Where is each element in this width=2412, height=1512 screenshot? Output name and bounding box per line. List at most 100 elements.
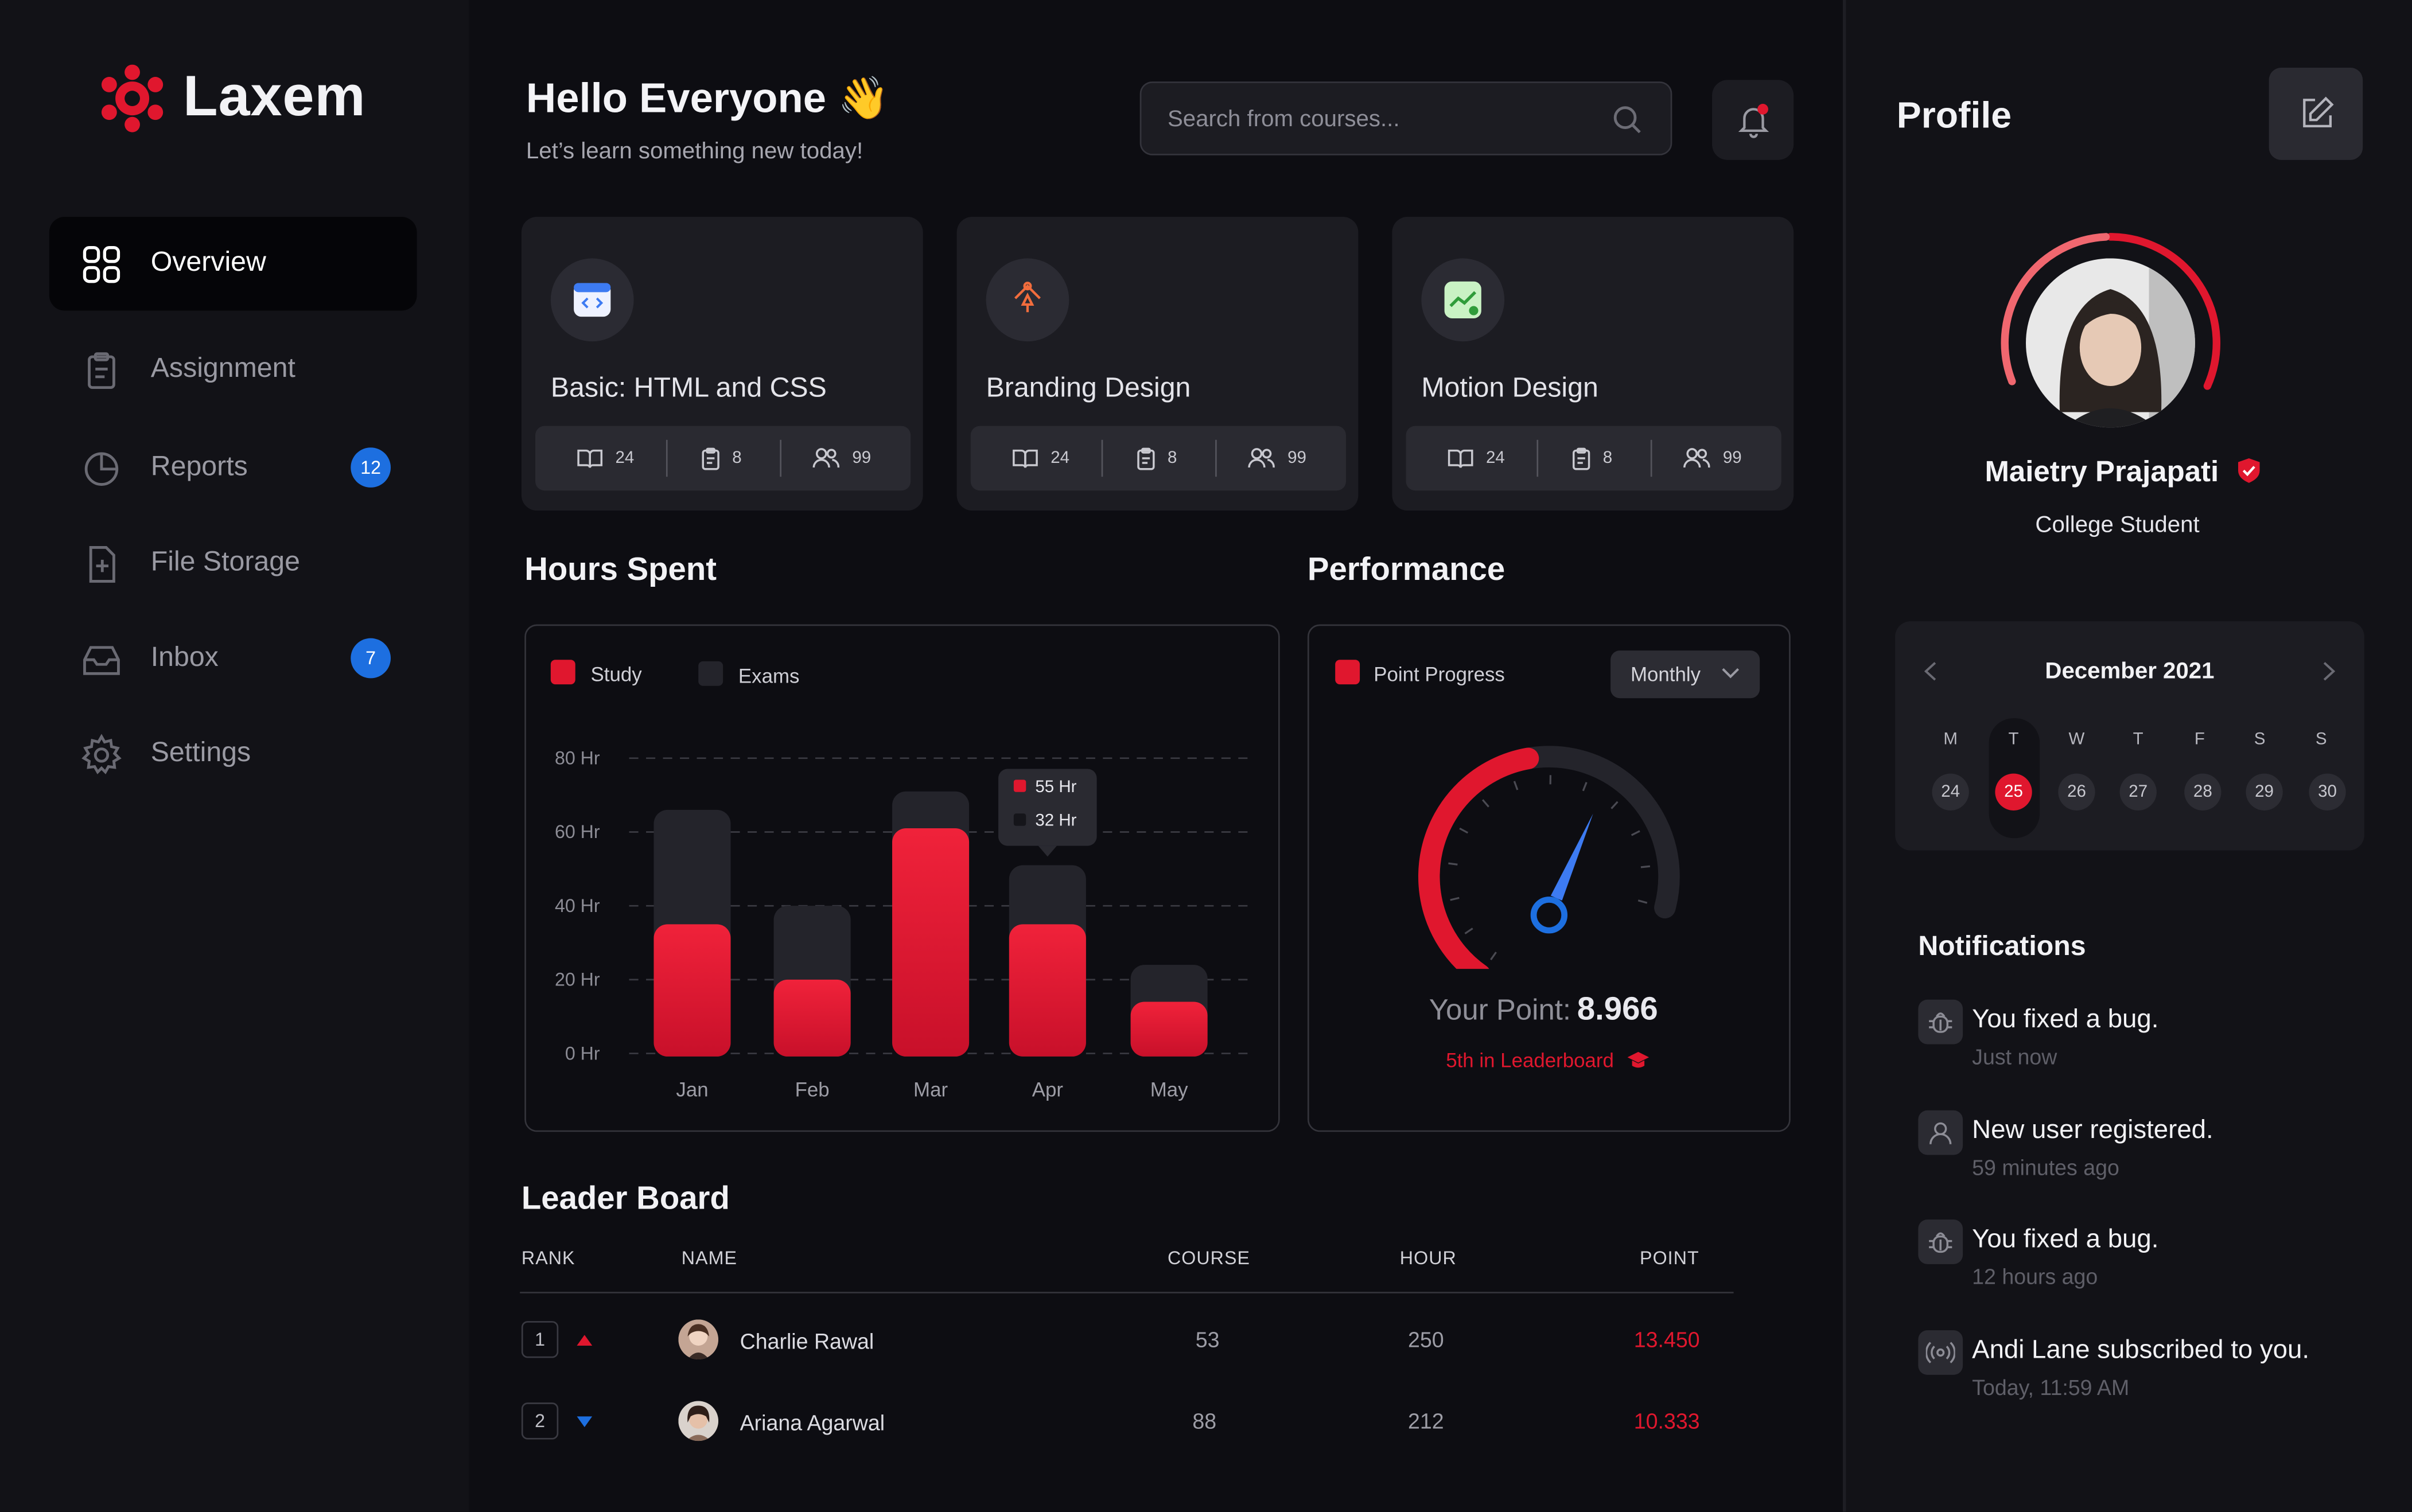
table-row[interactable]: 1 Charlie Rawal 53 250 13.450: [520, 1319, 1735, 1362]
assignments-count: 8: [1602, 449, 1613, 468]
notification-item[interactable]: You fixed a bug. 12 hours ago: [1918, 1219, 2364, 1296]
sidebar-item-inbox[interactable]: Inbox 7: [49, 612, 417, 706]
chevron-left-icon[interactable]: [1924, 661, 1936, 681]
lessons-stat: 24: [577, 445, 634, 472]
sidebar-item-assignment[interactable]: Assignment: [49, 323, 417, 417]
course-card-branding[interactable]: Branding Design 24 8 99: [956, 217, 1359, 511]
avatar: [678, 1319, 719, 1360]
avatar: [678, 1401, 719, 1441]
edit-profile-button[interactable]: [2269, 67, 2363, 160]
sidebar-item-settings[interactable]: Settings: [49, 707, 417, 801]
trend-down-icon: [577, 1416, 593, 1428]
calendar-date[interactable]: 26: [2058, 773, 2095, 810]
course-card-html-css[interactable]: Basic: HTML and CSS 24 8 99: [521, 217, 923, 511]
performance-card: Point Progress Monthly: [1307, 624, 1791, 1132]
notification-item[interactable]: New user registered. 59 minutes ago: [1918, 1110, 2364, 1187]
point-value: 13.450: [1633, 1327, 1700, 1352]
notification-item[interactable]: You fixed a bug. Just now: [1918, 999, 2364, 1077]
sidebar-item-reports[interactable]: Reports 12: [49, 422, 417, 516]
gauge-tick: [1637, 899, 1648, 904]
notif-text: You fixed a bug.: [1972, 1224, 2159, 1254]
page-subtitle: Let’s learn something new today!: [526, 138, 863, 165]
course-title: Branding Design: [986, 372, 1191, 403]
search-input[interactable]: Search from courses...: [1139, 81, 1672, 155]
file-plus-icon: [89, 546, 115, 583]
study-legend-label: Study: [590, 663, 642, 686]
notif-text: New user registered.: [1972, 1114, 2213, 1144]
sidebar-item-overview[interactable]: Overview: [49, 217, 417, 311]
calendar-date[interactable]: 28: [2184, 773, 2222, 810]
pie-chart-icon: [84, 452, 119, 486]
gauge-tick: [1464, 928, 1473, 934]
weekday-label: F: [2194, 730, 2205, 749]
gauge-tick: [1582, 782, 1588, 792]
tooltip-study-value: 55 Hr: [1035, 777, 1076, 796]
students-stat: 99: [1683, 445, 1742, 472]
x-tick-label: Jan: [676, 1079, 708, 1101]
gauge-tick: [1448, 862, 1458, 866]
course-count: 53: [1195, 1327, 1220, 1352]
clipboard-icon: [1137, 447, 1155, 470]
hours-spent-title: Hours Spent: [524, 552, 717, 588]
course-stats: 24 8 99: [970, 426, 1346, 491]
bug-icon: [1929, 1012, 1952, 1033]
calendar-date[interactable]: 29: [2246, 773, 2283, 810]
study-bar: [892, 828, 970, 1057]
calendar-date[interactable]: 30: [2309, 773, 2346, 810]
profile-avatar[interactable]: [1995, 228, 2226, 458]
edit-icon: [2303, 96, 2334, 127]
assignments-stat: 8: [1137, 445, 1177, 472]
gauge-tick: [1513, 781, 1519, 790]
point-legend-label: Point Progress: [1374, 663, 1505, 686]
player-name: Ariana Agarwal: [740, 1410, 885, 1435]
gauge-fill: [1418, 747, 1539, 969]
clipboard-icon: [1573, 447, 1590, 470]
assignments-stat: 8: [702, 445, 742, 472]
user-role: College Student: [2035, 512, 2200, 539]
notification-button[interactable]: [1712, 80, 1794, 160]
inbox-badge: 7: [351, 638, 391, 679]
hours-chart-card: Study Exams: [524, 624, 1280, 1132]
y-tick-label: 60 Hr: [555, 821, 600, 842]
performance-title: Performance: [1307, 552, 1505, 588]
point-label: Your Point:: [1429, 995, 1571, 1027]
grid-icon: [83, 245, 120, 283]
calendar-date[interactable]: 27: [2119, 773, 2157, 810]
pen-tool-icon: [1014, 282, 1041, 313]
period-select[interactable]: Monthly: [1610, 650, 1760, 699]
calendar-date-selected[interactable]: 25: [1995, 773, 2032, 810]
students-stat: 99: [1247, 445, 1306, 472]
course-count: 88: [1192, 1408, 1217, 1433]
course-title: Basic: HTML and CSS: [550, 372, 827, 403]
table-row[interactable]: 2 Ariana Agarwal 88 212 10.333: [520, 1401, 1735, 1444]
course-icon-wrap: [550, 258, 634, 342]
rank-text: 5th in Leaderboard: [1446, 1049, 1614, 1072]
broadcast-icon: [1925, 1342, 1955, 1363]
weekday-label: M: [1943, 730, 1958, 749]
sidebar-item-file-storage[interactable]: File Storage: [49, 517, 417, 611]
tooltip-study-swatch: [1013, 780, 1026, 792]
gauge-tick: [1631, 830, 1640, 836]
notif-time: 12 hours ago: [1972, 1264, 2098, 1289]
course-icon-wrap: [986, 258, 1069, 342]
bell-icon: [1738, 103, 1769, 138]
chevron-right-icon[interactable]: [2322, 661, 2335, 681]
sidebar-item-label: Assignment: [150, 352, 295, 383]
bug-icon: [1929, 1232, 1952, 1253]
search-icon[interactable]: [1612, 104, 1643, 135]
users-icon: [1248, 448, 1275, 468]
gear-icon: [81, 734, 122, 774]
chevron-down-icon: [1722, 668, 1740, 679]
notif-time: Just now: [1972, 1044, 2057, 1069]
gauge-tick: [1450, 897, 1460, 901]
book-icon: [1013, 449, 1038, 467]
course-icon-wrap: [1421, 258, 1505, 342]
gauge-tick: [1610, 801, 1619, 809]
book-icon: [577, 449, 603, 467]
notification-item[interactable]: Andi Lane subscribed to you. Today, 11:5…: [1918, 1330, 2379, 1407]
gauge-hub: [1530, 897, 1568, 934]
user-name-text: Maietry Prajapati: [1985, 457, 2219, 489]
calendar-date[interactable]: 24: [1932, 773, 1969, 810]
notif-icon-wrap: [1918, 999, 1963, 1045]
course-card-motion[interactable]: Motion Design 24 8 99: [1392, 217, 1794, 511]
